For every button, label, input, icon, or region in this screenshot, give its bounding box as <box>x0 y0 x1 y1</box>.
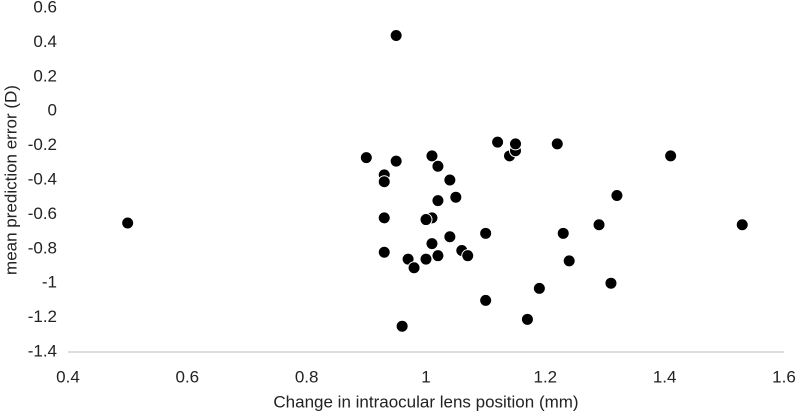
y-tick-label: -0.8 <box>28 238 57 257</box>
point <box>491 135 505 149</box>
y-tick-label: 0.6 <box>33 0 57 16</box>
x-axis-label: Change in intraocular lens position (mm) <box>273 392 578 411</box>
point <box>562 254 576 268</box>
point <box>425 237 439 251</box>
y-tick-label: -0.2 <box>28 135 57 154</box>
point <box>377 211 391 225</box>
point <box>735 218 749 232</box>
point <box>592 218 606 232</box>
point <box>425 149 439 163</box>
y-tick-label: -1 <box>42 273 57 292</box>
point <box>664 149 678 163</box>
point <box>377 175 391 189</box>
y-axis-label: mean prediction error (D) <box>1 85 20 275</box>
y-tick-label: 0.2 <box>33 66 57 85</box>
point <box>377 245 391 259</box>
point <box>479 293 493 307</box>
point <box>431 194 445 208</box>
point <box>389 154 403 168</box>
point <box>604 276 618 290</box>
point <box>550 137 564 151</box>
y-tick-label: -1.2 <box>28 307 57 326</box>
point <box>532 281 546 295</box>
y-tick-label: -0.4 <box>28 169 57 188</box>
point <box>431 249 445 263</box>
point <box>431 159 445 173</box>
point <box>443 230 457 244</box>
x-tick-label: 1.2 <box>534 367 558 386</box>
y-tick-label: -1.4 <box>28 341 57 360</box>
point <box>407 261 421 275</box>
x-tick-label: 0.8 <box>295 367 319 386</box>
x-tick-label: 1 <box>421 367 430 386</box>
point <box>520 312 534 326</box>
point <box>479 226 493 240</box>
x-tick-label: 1.6 <box>772 367 796 386</box>
point <box>461 249 475 263</box>
y-tick-label: 0 <box>48 101 57 120</box>
point <box>419 213 433 227</box>
y-tick-label: 0.4 <box>33 32 57 51</box>
point <box>610 188 624 202</box>
x-tick-label: 1.4 <box>653 367 677 386</box>
point <box>359 151 373 165</box>
point <box>395 319 409 333</box>
y-tick-label: -0.6 <box>28 204 57 223</box>
point <box>443 173 457 187</box>
point <box>121 216 135 230</box>
point <box>389 29 403 43</box>
point <box>509 137 522 151</box>
x-tick-label: 0.4 <box>56 367 80 386</box>
x-tick-label: 0.6 <box>176 367 200 386</box>
point <box>419 252 433 266</box>
point <box>449 190 463 204</box>
point <box>556 226 570 240</box>
